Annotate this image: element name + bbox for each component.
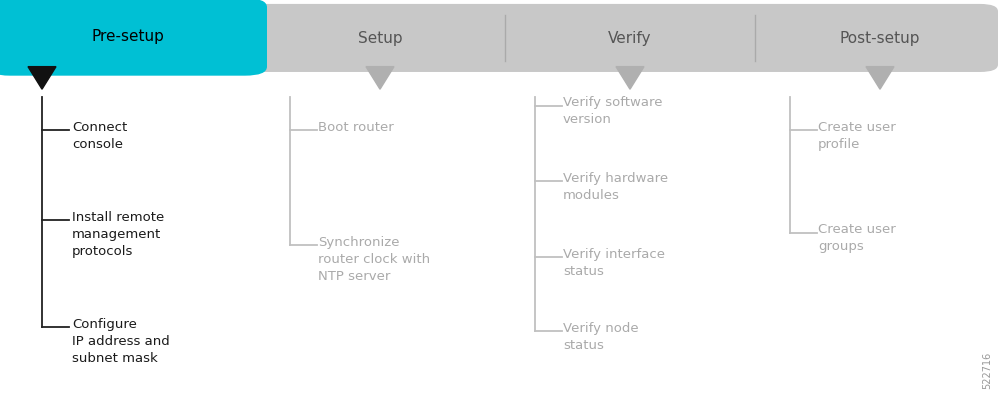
Text: Verify: Verify	[608, 31, 652, 46]
Text: Create user
groups: Create user groups	[818, 223, 896, 253]
Text: Verify interface
status: Verify interface status	[563, 247, 665, 277]
Text: Post-setup: Post-setup	[840, 31, 920, 46]
FancyBboxPatch shape	[0, 5, 998, 73]
Text: Boot router: Boot router	[318, 121, 394, 134]
Polygon shape	[866, 67, 894, 90]
Polygon shape	[28, 67, 56, 90]
Text: 522716: 522716	[982, 351, 992, 389]
Text: Install remote
management
protocols: Install remote management protocols	[72, 211, 164, 258]
Polygon shape	[366, 67, 394, 90]
Text: Verify software
version: Verify software version	[563, 96, 662, 126]
FancyBboxPatch shape	[0, 0, 267, 76]
Text: Verify hardware
modules: Verify hardware modules	[563, 172, 668, 202]
Text: Pre-setup: Pre-setup	[91, 29, 164, 44]
Text: Configure
IP address and
subnet mask: Configure IP address and subnet mask	[72, 317, 170, 364]
Text: Synchronize
router clock with
NTP server: Synchronize router clock with NTP server	[318, 235, 430, 282]
Text: Setup: Setup	[358, 31, 402, 46]
Text: Connect
console: Connect console	[72, 121, 127, 151]
Text: Verify node
status: Verify node status	[563, 321, 639, 351]
Text: Create user
profile: Create user profile	[818, 121, 896, 151]
Polygon shape	[616, 67, 644, 90]
